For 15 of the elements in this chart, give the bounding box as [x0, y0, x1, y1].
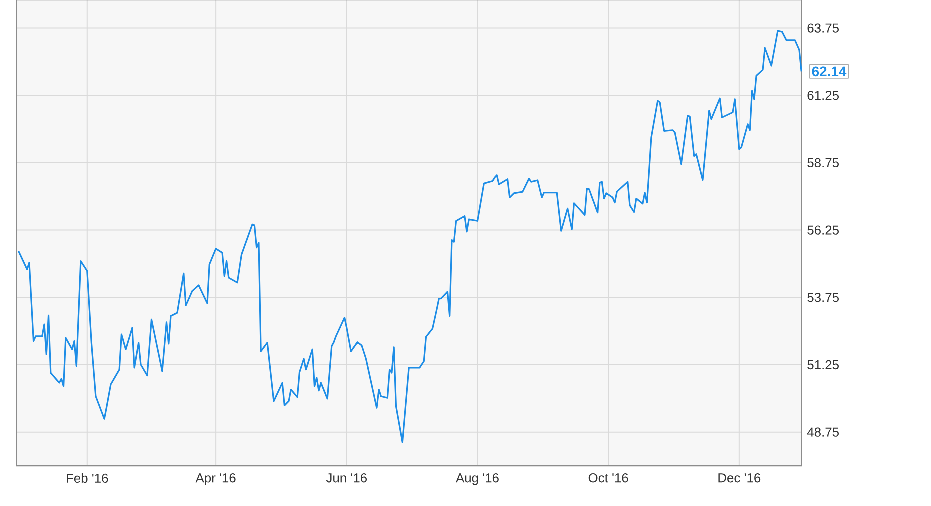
- y-tick-label: 61.25: [808, 91, 839, 100]
- y-tick-label: 51.25: [808, 360, 839, 370]
- line-series: [18, 30, 802, 444]
- y-tick-label: 53.75: [808, 293, 839, 302]
- y-tick-label: 48.75: [807, 428, 839, 437]
- x-tick-label: Oct '16: [588, 474, 628, 483]
- x-tick-label: Jun '16: [326, 474, 368, 483]
- y-tick-label: 56.25: [808, 226, 839, 235]
- x-tick-label: Apr '16: [196, 474, 236, 486]
- y-tick-label: 58.75: [808, 158, 839, 168]
- y-tick-label: 63.75: [808, 24, 839, 33]
- x-tick-label: Aug '16: [456, 474, 499, 486]
- x-tick-label: Dec '16: [718, 474, 761, 483]
- x-tick-label: Feb '16: [67, 474, 108, 484]
- annotation: 62.14: [812, 66, 847, 77]
